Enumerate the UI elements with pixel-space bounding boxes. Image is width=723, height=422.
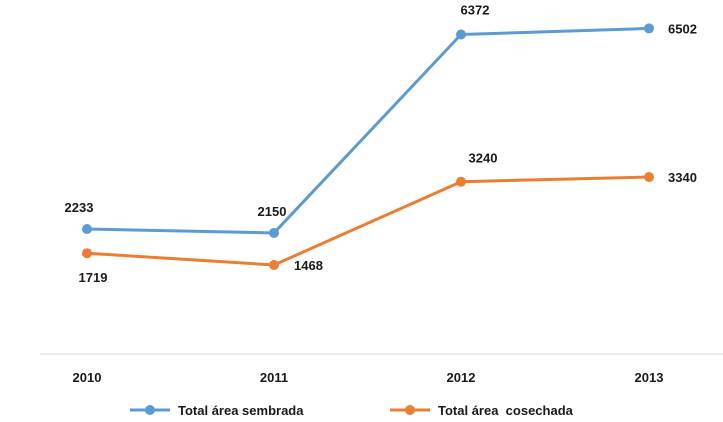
legend-marker	[405, 405, 415, 415]
data-point	[644, 23, 654, 34]
data-point	[456, 29, 466, 40]
legend: Total área sembrada Total área cosechada	[130, 403, 574, 418]
series-layer: 2233 2150 6372 6502 1719 1468 3240 3340	[65, 3, 697, 286]
data-label: 3240	[469, 151, 498, 166]
legend-label: Total área sembrada	[178, 403, 304, 418]
series-line	[86, 175, 650, 267]
legend-item-0: Total área sembrada	[130, 403, 304, 418]
data-label: 1468	[294, 258, 323, 273]
series-0: 2233 2150 6372 6502	[65, 3, 697, 238]
data-label: 6372	[461, 3, 490, 18]
series-line	[86, 26, 650, 235]
data-point	[269, 260, 279, 271]
series-1: 1719 1468 3240 3340	[79, 151, 697, 285]
legend-label: Total área cosechada	[438, 403, 574, 418]
data-point	[456, 176, 466, 187]
data-point	[644, 172, 654, 183]
data-point	[82, 224, 92, 235]
x-tick-labels: 2010 2011 2012 2013	[73, 370, 664, 385]
x-tick-label: 2013	[635, 370, 664, 385]
data-label: 2150	[258, 204, 287, 219]
data-label: 3340	[668, 170, 697, 185]
x-tick-label: 2011	[260, 370, 288, 385]
data-label: 2233	[65, 200, 94, 215]
legend-item-1: Total área cosechada	[390, 403, 574, 418]
legend-marker	[145, 405, 155, 415]
x-tick-label: 2010	[73, 370, 102, 385]
data-point	[82, 248, 92, 259]
data-label: 6502	[668, 21, 697, 36]
x-tick-label: 2012	[447, 370, 476, 385]
data-label: 1719	[79, 270, 108, 285]
data-point	[269, 227, 279, 238]
